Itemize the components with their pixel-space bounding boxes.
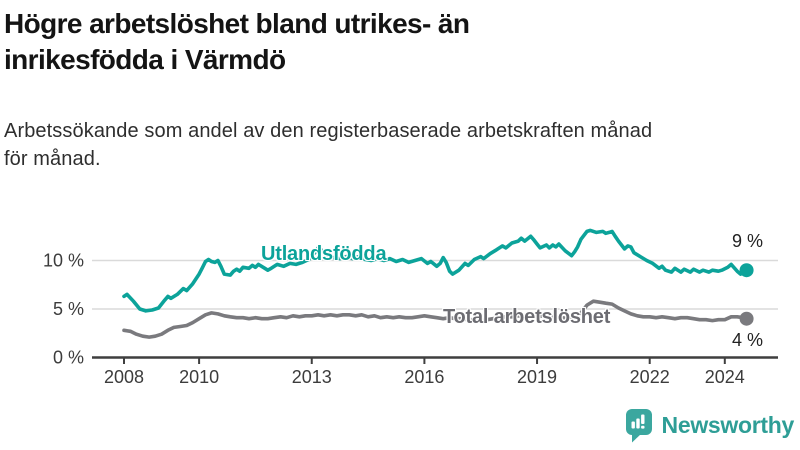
chart-title: Högre arbetslöshet bland utrikes- än inr…	[4, 6, 470, 78]
y-tick-label: 0 %	[53, 348, 84, 368]
x-tick-label: 2008	[104, 367, 144, 387]
series-line-0	[122, 228, 749, 313]
newsworthy-wordmark: Newsworthy	[661, 412, 795, 438]
y-tick-label: 10 %	[43, 251, 84, 271]
series-line-1	[122, 299, 749, 339]
x-tick-label: 2022	[630, 367, 670, 387]
y-tick-label: 5 %	[53, 299, 84, 319]
series-end-dot-1	[739, 311, 754, 326]
x-tick-label: 2010	[179, 367, 219, 387]
chart-subtitle: Arbetssökande som andel av den registerb…	[4, 117, 652, 173]
series-label-utlandsfodda: Utlandsfödda	[261, 243, 387, 265]
chart-title-line-1: Högre arbetslöshet bland utrikes- än	[4, 8, 470, 39]
x-tick-label: 2013	[292, 367, 332, 387]
chart-title-line-2: inrikesfödda i Värmdö	[4, 44, 286, 75]
series-label-total-arbetsloshet: Total arbetslöshet	[443, 306, 611, 328]
end-value-label-utlandsfodda: 9 %	[731, 231, 763, 251]
x-tick-label: 2024	[705, 367, 745, 387]
end-value-label-total-arbetsloshet: 4 %	[731, 330, 763, 350]
chart-subtitle-line-2: för månad.	[4, 148, 101, 170]
chart-subtitle-line-1: Arbetssökande som andel av den registerb…	[4, 120, 653, 142]
newsworthy-icon	[625, 409, 652, 443]
newsworthy-logo: Newsworthy	[624, 408, 794, 443]
x-tick-label: 2016	[404, 367, 444, 387]
series-end-dot-0	[739, 263, 754, 278]
x-tick-label: 2019	[517, 367, 557, 387]
